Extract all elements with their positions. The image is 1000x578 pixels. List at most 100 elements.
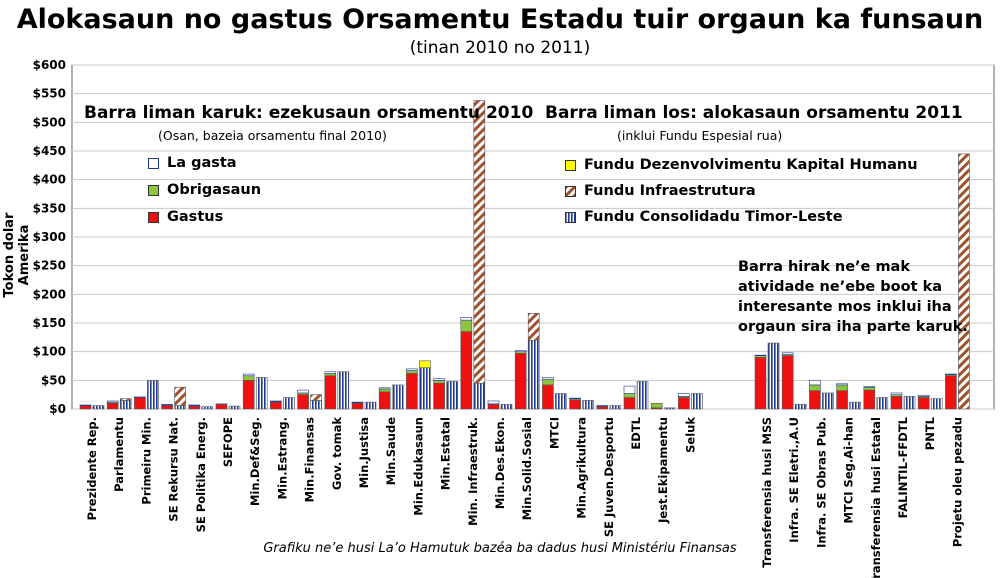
bar-2011-consolidadu bbox=[473, 382, 486, 410]
bar-2010-gastus bbox=[542, 384, 554, 410]
bar-2010-obrigasaun bbox=[460, 319, 473, 332]
bar-2010-obrigasaun bbox=[242, 375, 255, 381]
bar-2011-consolidadu bbox=[147, 380, 159, 410]
annotation-note: Barra hirak ne’e mak atividade ne’ebe bo… bbox=[738, 259, 968, 335]
legend-swatch-la-gasta bbox=[148, 157, 159, 169]
bar-2010-obrigasaun bbox=[836, 384, 848, 391]
bar-2011-infraestrutura bbox=[119, 398, 132, 401]
bar-2011-consolidadu bbox=[364, 401, 377, 410]
bar-2010-gastus bbox=[754, 357, 767, 410]
bar-2011-consolidadu bbox=[849, 401, 861, 410]
annotation-right-title: Barra liman los: alokasaun orsamentu 201… bbox=[545, 103, 963, 123]
bar-2010-gastus bbox=[836, 390, 848, 410]
x-tick-label: Min. Infraestruk. bbox=[466, 417, 480, 526]
bar-2011-consolidadu bbox=[903, 396, 916, 410]
legend-label-obrigasaun: Obrigasaun bbox=[167, 182, 262, 198]
x-tick-label: Parlamentu bbox=[112, 417, 126, 492]
bar-2010-gastus bbox=[79, 405, 92, 410]
x-tick-label: FALINTIL-FFDTL bbox=[896, 416, 910, 518]
bar-2011-consolidadu bbox=[419, 367, 431, 410]
legend-item-consolidadu: Fundu Consolidadu Timor-Leste bbox=[565, 209, 843, 225]
bar-2010-obrigasaun bbox=[324, 373, 337, 377]
bar-2010-gastus bbox=[514, 353, 527, 410]
legend-label-consolidadu: Fundu Consolidadu Timor-Leste bbox=[584, 209, 843, 225]
bar-2010-la-gasta bbox=[79, 404, 92, 406]
x-tick-label: Primeiru Min. bbox=[139, 417, 153, 505]
bar-2010-obrigasaun bbox=[215, 403, 228, 405]
bar-2011-kapital-humanu bbox=[419, 360, 431, 369]
bar-2010-la-gasta bbox=[378, 387, 391, 390]
bar-2011-consolidadu bbox=[930, 398, 943, 410]
bar-2010-gastus bbox=[945, 375, 957, 410]
bar-2010-gastus bbox=[623, 397, 636, 410]
bar-2010-gastus bbox=[297, 394, 309, 410]
x-tick-label: EDTL bbox=[629, 416, 643, 449]
bar-2010-obrigasaun bbox=[623, 393, 636, 398]
x-tick-label: Min.Agrikultura bbox=[575, 417, 589, 519]
bar-2011-consolidadu bbox=[391, 384, 404, 410]
y-tick-label: $50 bbox=[41, 373, 66, 387]
y-tick-label: $100 bbox=[33, 345, 66, 359]
annotation-left-title: Barra liman karuk: ezekusaun orsamentu 2… bbox=[84, 103, 534, 123]
bar-2010-gastus bbox=[106, 402, 119, 410]
x-tick-label: Projetu oleu pezadu bbox=[950, 417, 964, 547]
bar-2010-la-gasta bbox=[297, 389, 309, 394]
y-tick-label: $0 bbox=[49, 402, 66, 416]
legend-item-gastus: Gastus bbox=[148, 209, 223, 225]
bar-2011-consolidadu bbox=[876, 397, 889, 410]
bar-2010-gastus bbox=[378, 391, 391, 410]
legend-swatch-kapital-humanu bbox=[565, 159, 576, 171]
legend-label-kapital-humanu: Fundu Dezenvolvimentu Kapital Humanu bbox=[584, 157, 918, 173]
y-tick-label: $200 bbox=[33, 287, 66, 301]
bar-2011-consolidadu bbox=[691, 393, 703, 410]
bar-2010-gastus bbox=[460, 331, 473, 410]
bar-2010-la-gasta bbox=[270, 400, 282, 402]
annotation-left-subtitle: (Osan, bazeia orsamentu final 2010) bbox=[158, 128, 387, 143]
x-tick-label: SE Politika Energ. bbox=[194, 417, 208, 532]
x-tick-label: Transferensia husi MSS bbox=[760, 417, 774, 568]
bar-2010-la-gasta bbox=[106, 400, 119, 403]
bar-2010-la-gasta bbox=[134, 396, 146, 398]
legend-label-gastus: Gastus bbox=[167, 209, 224, 225]
bar-2010-la-gasta bbox=[945, 373, 957, 375]
bar-2010-la-gasta bbox=[863, 386, 876, 388]
bar-2010-obrigasaun bbox=[406, 370, 418, 374]
bar-2010-obrigasaun bbox=[650, 402, 663, 409]
bar-2011-consolidadu bbox=[446, 381, 458, 410]
bar-2011-consolidadu bbox=[310, 400, 322, 410]
bar-2010-obrigasaun bbox=[433, 380, 445, 384]
bar-2010-la-gasta bbox=[754, 354, 767, 356]
x-tick-label: Seluk bbox=[683, 417, 697, 453]
bar-2011-consolidadu bbox=[636, 381, 649, 410]
bar-2010-la-gasta bbox=[242, 373, 255, 377]
bar-2010-obrigasaun bbox=[809, 384, 821, 391]
bar-2011-infraestrutura bbox=[473, 100, 486, 384]
x-tick-label: SEFOPE bbox=[221, 417, 235, 467]
chart-subtitle: (tinan 2010 no 2011) bbox=[409, 38, 591, 58]
bar-2010-la-gasta bbox=[596, 405, 609, 407]
y-tick-label: $250 bbox=[33, 259, 66, 273]
bar-2010-la-gasta bbox=[514, 350, 527, 352]
bar-2011-consolidadu bbox=[283, 397, 295, 410]
x-tick-label: Min.Edukasaun bbox=[411, 417, 425, 516]
bar-2010-la-gasta bbox=[460, 316, 473, 321]
bar-2011-consolidadu bbox=[337, 371, 350, 410]
bar-2011-consolidadu bbox=[228, 405, 241, 410]
annotation-right-subtitle: (inklui Fundu Espesial rua) bbox=[617, 128, 783, 143]
bar-2010-la-gasta bbox=[433, 378, 445, 381]
x-tick-label: Infra. SE Obras Pub. bbox=[814, 417, 828, 548]
bar-2010-gastus bbox=[863, 389, 876, 410]
bar-2010-gastus bbox=[890, 396, 903, 410]
legend-swatch-obrigasaun bbox=[148, 184, 159, 196]
bar-2010-gastus bbox=[161, 405, 173, 410]
bar-2011-consolidadu bbox=[174, 405, 186, 410]
x-tick-label: Infra. SE Eletri.,A.U bbox=[787, 417, 801, 543]
x-tick-label: Transferensia husi Estatal bbox=[869, 417, 883, 578]
y-tick-label: $550 bbox=[33, 87, 66, 101]
x-tick-label: Min.Solid.Sosial bbox=[520, 417, 534, 520]
x-tick-label: Min.Estrang. bbox=[275, 417, 289, 499]
x-tick-label: Min.Def&Seg. bbox=[248, 417, 262, 506]
bar-2010-gastus bbox=[433, 382, 445, 410]
bar-2011-consolidadu bbox=[609, 405, 622, 410]
